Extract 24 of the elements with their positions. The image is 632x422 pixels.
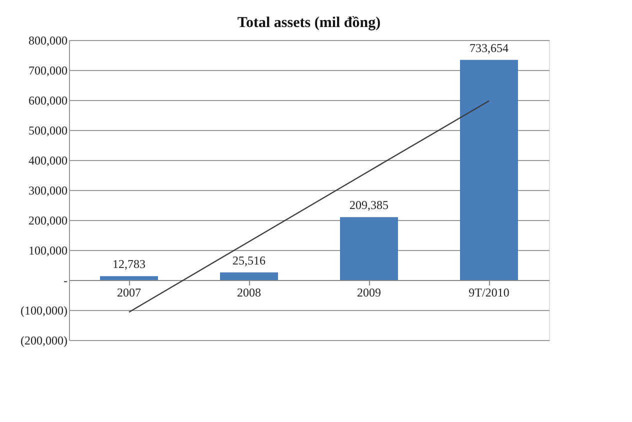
chart-title: Total assets (mil đồng): [237, 15, 381, 31]
x-tick-label: 9T/2010: [468, 286, 510, 300]
data-label: 12,783: [112, 257, 146, 272]
data-label: 733,654: [470, 40, 508, 55]
text: 500,000: [28, 124, 68, 138]
x-tick-label: 2007: [117, 286, 141, 300]
bar: [460, 60, 518, 280]
x-tick-label: 2008: [237, 286, 261, 300]
text: 700,000: [28, 64, 68, 78]
text: 200,000: [28, 214, 68, 228]
data-label: 209,385: [350, 198, 388, 212]
y-tick-label: (100,000): [20, 304, 68, 318]
bar: [100, 276, 158, 280]
data-label: 25,516: [232, 253, 266, 268]
x-tick-label: 2009: [357, 286, 381, 300]
text: 800,000: [28, 34, 68, 48]
bar: [220, 272, 278, 280]
text: 600,000: [28, 94, 68, 108]
y-tick-label: -: [64, 274, 68, 288]
text: 400,000: [28, 154, 68, 168]
text: 100,000: [28, 244, 68, 258]
text: 300,000: [28, 184, 68, 198]
y-tick-label: (200,000): [20, 334, 68, 348]
bar: [340, 217, 398, 280]
